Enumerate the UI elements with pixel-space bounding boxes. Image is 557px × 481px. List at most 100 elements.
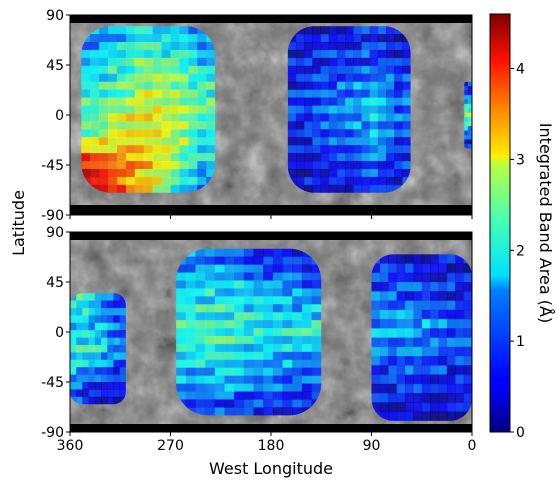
- heatmap-cell: [90, 57, 100, 67]
- heatmap-cell: [292, 375, 303, 385]
- heatmap-cell: [253, 304, 264, 313]
- heatmap-cell: [413, 365, 423, 376]
- heatmap-cell: [282, 296, 293, 305]
- heatmap-cell: [379, 254, 389, 265]
- heatmap-cell: [107, 113, 118, 122]
- heatmap-cell: [253, 328, 264, 337]
- heatmap-cell: [467, 121, 472, 127]
- heatmap-cell: [467, 108, 472, 114]
- heatmap-cell: [430, 411, 440, 421]
- heatmap-cell: [152, 89, 163, 99]
- heatmap-cell: [88, 293, 96, 302]
- heatmap-cell: [234, 304, 245, 313]
- heatmap-cell: [394, 73, 403, 83]
- heatmap-cell: [116, 26, 127, 35]
- heatmap-cell: [394, 65, 403, 75]
- heatmap-cell: [224, 320, 235, 329]
- heatmap-cell: [282, 391, 293, 401]
- heatmap-cell: [377, 73, 387, 83]
- heatmap-cell: [421, 402, 431, 413]
- heatmap-cell: [197, 176, 207, 186]
- heatmap-cell: [388, 282, 398, 292]
- heatmap-cell: [304, 41, 313, 51]
- heatmap-cell: [421, 272, 431, 283]
- heatmap-cell: [463, 346, 472, 357]
- heatmap-cell: [82, 389, 90, 398]
- heatmap-cell: [90, 168, 100, 178]
- heatmap-cell: [377, 41, 387, 51]
- heatmap-cell: [292, 296, 303, 305]
- heatmap-cell: [463, 263, 472, 274]
- heatmap-cell: [438, 300, 448, 311]
- heatmap-cell: [272, 296, 284, 305]
- heatmap-cell: [234, 248, 245, 258]
- heatmap-cell: [312, 153, 322, 162]
- heatmap-cell: [287, 153, 297, 162]
- heatmap-cell: [185, 335, 197, 345]
- heatmap-cell: [197, 34, 207, 43]
- heatmap-cell: [263, 304, 274, 313]
- heatmap-cell: [320, 184, 330, 193]
- heatmap-cell: [119, 374, 126, 383]
- heatmap-cell: [70, 389, 77, 398]
- heatmap-cell: [143, 153, 154, 162]
- heatmap-cell: [386, 129, 395, 138]
- heatmap-cell: [88, 307, 96, 316]
- heatmap-cell: [438, 393, 448, 403]
- heatmap-cell: [224, 280, 235, 289]
- heatmap-cell: [143, 65, 154, 75]
- heatmap-cell: [99, 129, 109, 138]
- heatmap-cell: [253, 296, 264, 305]
- heatmap-cell: [90, 161, 100, 170]
- heatmap-cell: [205, 264, 216, 274]
- heatmap-cell: [101, 337, 108, 346]
- heatmap-cell: [295, 65, 305, 75]
- heatmap-cell: [396, 272, 406, 283]
- heatmap-cell: [243, 407, 255, 416]
- heatmap-cell: [253, 343, 264, 353]
- heatmap-cell: [76, 382, 84, 391]
- heatmap-cell: [214, 288, 226, 297]
- heatmap-cell: [99, 34, 109, 43]
- heatmap-cell: [405, 263, 414, 274]
- heatmap-cell: [195, 351, 206, 361]
- heatmap-cell: [224, 407, 235, 416]
- heatmap-cell: [304, 105, 313, 115]
- heatmap-cell: [188, 161, 198, 170]
- data-region: [464, 81, 472, 149]
- heatmap-cell: [143, 161, 154, 170]
- heatmap-cell: [253, 375, 264, 385]
- heatmap-cell: [320, 89, 330, 99]
- y-tick-label: 45: [46, 58, 64, 74]
- heatmap-cell: [464, 121, 469, 127]
- y-tick-label: -45: [41, 158, 64, 174]
- heatmap-cell: [90, 176, 100, 186]
- heatmap-cell: [185, 391, 197, 401]
- heatmap-cell: [430, 365, 440, 376]
- heatmap-cell: [304, 161, 313, 170]
- heatmap-cell: [134, 41, 145, 51]
- heatmap-cell: [176, 312, 187, 321]
- heatmap-cell: [101, 330, 108, 339]
- heatmap-cell: [369, 176, 379, 186]
- heatmap-cell: [379, 291, 389, 302]
- heatmap-cell: [88, 359, 96, 368]
- heatmap-cell: [170, 184, 181, 193]
- heatmap-cell: [369, 121, 379, 130]
- heatmap-cell: [394, 89, 403, 99]
- heatmap-cell: [107, 307, 115, 316]
- heatmap-cell: [234, 359, 245, 369]
- heatmap-cell: [263, 399, 274, 408]
- heatmap-cell: [76, 396, 84, 405]
- heatmap-cell: [463, 300, 472, 311]
- heatmap-cell: [214, 304, 226, 313]
- heatmap-cell: [371, 291, 381, 302]
- heatmap-cell: [107, 41, 118, 51]
- heatmap-cell: [430, 309, 440, 320]
- heatmap-cell: [253, 272, 264, 282]
- bottom-map-south-pole-gap: [70, 424, 472, 432]
- heatmap-cell: [195, 296, 206, 305]
- heatmap-cell: [421, 337, 431, 348]
- heatmap-cell: [70, 330, 77, 339]
- heatmap-cell: [170, 105, 181, 115]
